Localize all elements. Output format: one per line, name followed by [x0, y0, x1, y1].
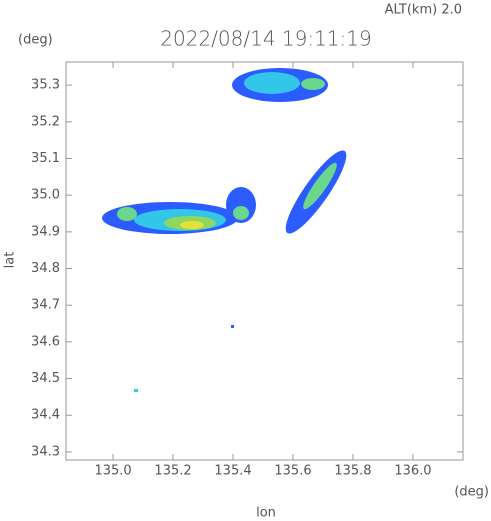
y-tick-label: 35.1 — [31, 151, 60, 166]
echo — [303, 162, 337, 210]
echo — [180, 221, 204, 229]
echo — [231, 325, 234, 328]
echoes — [102, 68, 347, 392]
y-tick-label: 34.3 — [31, 444, 60, 459]
y-tick-label: 35.2 — [31, 114, 60, 129]
x-label: lon — [256, 506, 276, 521]
y-tick-label: 34.9 — [31, 224, 60, 239]
x-tick-label: 135.6 — [274, 464, 311, 479]
y-tick-label: 35.3 — [31, 78, 60, 93]
y-tick-label: 34.7 — [31, 298, 60, 313]
y-tick-label: 34.5 — [31, 371, 60, 386]
x-tick-label: 135.0 — [94, 464, 131, 479]
altitude-label: ALT(km) 2.0 — [385, 3, 462, 18]
chart-title: 2022/08/14 19:11:19 — [160, 27, 371, 51]
echo — [134, 389, 138, 392]
x-tick-label: 135.8 — [334, 464, 371, 479]
x-tick-label: 135.4 — [214, 464, 251, 479]
x-unit: (deg) — [454, 485, 489, 500]
y-tick-label: 34.4 — [31, 408, 60, 423]
echo — [117, 207, 137, 221]
echo — [244, 72, 300, 94]
x-tick-label: 135.2 — [154, 464, 191, 479]
echo — [301, 78, 325, 90]
y-unit: (deg) — [18, 33, 53, 48]
y-tick-label: 34.6 — [31, 334, 60, 349]
x-tick-label: 136.0 — [394, 464, 431, 479]
y-tick-label: 35.0 — [31, 188, 60, 203]
plot-frame — [65, 61, 464, 461]
y-label: lat — [3, 252, 18, 269]
echo — [233, 206, 249, 220]
y-tick-label: 34.8 — [31, 261, 60, 276]
